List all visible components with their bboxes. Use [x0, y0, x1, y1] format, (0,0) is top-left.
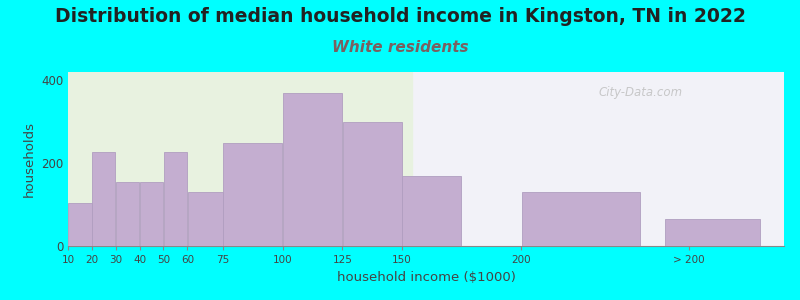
Bar [164, 152, 187, 246]
Bar [223, 143, 282, 246]
Text: White residents: White residents [332, 40, 468, 56]
Bar [140, 182, 163, 246]
Bar [68, 202, 91, 246]
X-axis label: household income ($1000): household income ($1000) [337, 271, 515, 284]
Bar [665, 219, 760, 246]
Bar [116, 182, 139, 246]
Bar [92, 152, 115, 246]
Bar [188, 192, 222, 246]
Text: Distribution of median household income in Kingston, TN in 2022: Distribution of median household income … [54, 8, 746, 26]
Bar [402, 176, 462, 246]
Bar [522, 192, 641, 246]
Y-axis label: households: households [22, 121, 35, 197]
Bar [68, 72, 412, 246]
Bar [343, 122, 402, 246]
Text: City-Data.com: City-Data.com [598, 86, 683, 99]
Bar [283, 93, 342, 246]
